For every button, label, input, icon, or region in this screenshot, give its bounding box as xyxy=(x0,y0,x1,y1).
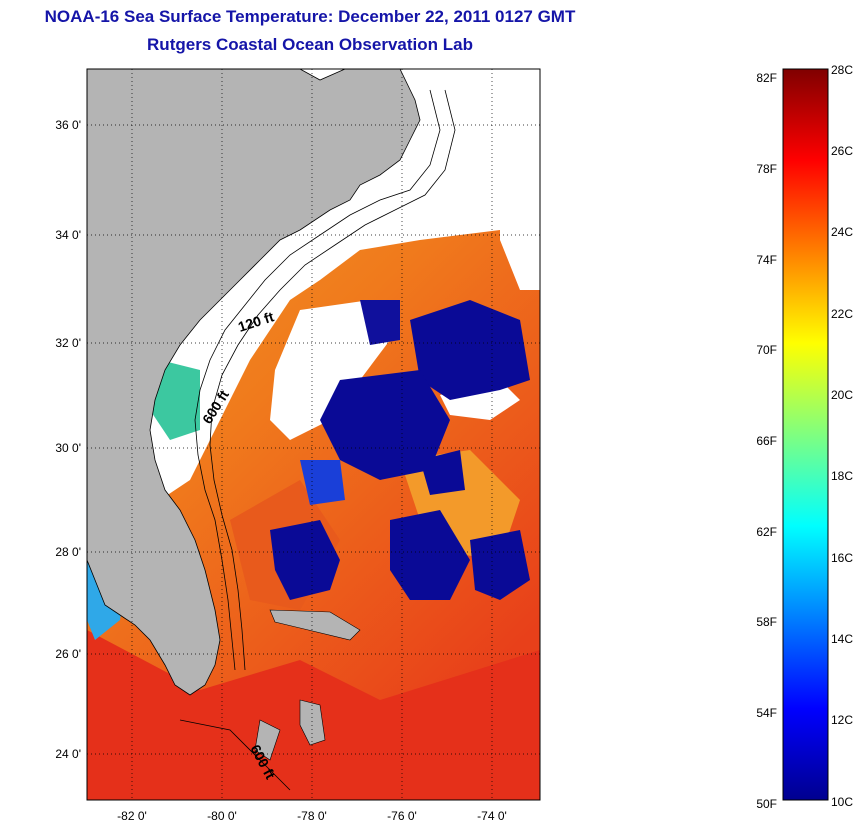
land-bahamas xyxy=(269,609,361,641)
colorbar-c-label: 20C xyxy=(831,388,853,402)
colorbar-f-label: 58F xyxy=(756,615,777,629)
colorbar-c-label: 24C xyxy=(831,225,853,239)
lat-label: 36 0' xyxy=(55,118,81,132)
cloud-area xyxy=(270,300,390,440)
colorbar-f-label: 54F xyxy=(756,706,777,720)
colorbar-c-label: 26C xyxy=(831,144,853,158)
lon-label: -78 0' xyxy=(297,809,327,823)
land-mainland xyxy=(87,69,421,696)
map-title: NOAA-16 Sea Surface Temperature: Decembe… xyxy=(44,7,576,26)
map-subtitle: Rutgers Coastal Ocean Observation Lab xyxy=(147,35,473,54)
lon-label: -80 0' xyxy=(207,809,237,823)
lat-label: 30 0' xyxy=(55,441,81,455)
contour-600ft-south xyxy=(179,719,291,791)
colorbar-c-label: 28C xyxy=(831,63,853,77)
land-cuba xyxy=(254,719,281,761)
colorbar-c-label: 14C xyxy=(831,632,853,646)
cold-patch xyxy=(410,300,530,400)
colorbar-f-label: 70F xyxy=(756,343,777,357)
colorbar-f-label: 66F xyxy=(756,434,777,448)
lat-label: 34 0' xyxy=(55,228,81,242)
lat-label: 32 0' xyxy=(55,336,81,350)
colorbar-c-label: 18C xyxy=(831,469,853,483)
cold-patch xyxy=(320,370,450,480)
lat-label: 26 0' xyxy=(55,647,81,661)
colorbar-f-label: 82F xyxy=(756,71,777,85)
colorbar-f-label: 62F xyxy=(756,525,777,539)
colorbar-c-label: 10C xyxy=(831,795,853,809)
colorbar-c-label: 12C xyxy=(831,713,853,727)
cold-patch xyxy=(270,520,340,600)
contour-120ft xyxy=(194,89,441,671)
land-bahamas xyxy=(299,699,326,746)
lon-label: -82 0' xyxy=(117,809,147,823)
cold-patch xyxy=(300,460,345,505)
lat-label: 24 0' xyxy=(55,747,81,761)
cloud-area xyxy=(500,69,540,290)
colorbar-f-label: 74F xyxy=(756,253,777,267)
lat-label: 28 0' xyxy=(55,545,81,559)
colorbar-c-label: 16C xyxy=(831,551,853,565)
cold-patch xyxy=(470,530,530,600)
contour-600ft xyxy=(209,89,456,671)
cold-patch xyxy=(390,510,470,600)
colorbar-f-label: 78F xyxy=(756,162,777,176)
colorbar-f-label: 50F xyxy=(756,797,777,811)
map-plot-area xyxy=(87,69,540,800)
cold-patch xyxy=(360,300,400,345)
map-frame xyxy=(86,68,541,801)
colorbar-c-label: 22C xyxy=(831,307,853,321)
cool-patch xyxy=(150,360,200,440)
lon-label: -74 0' xyxy=(477,809,507,823)
colorbar xyxy=(782,68,829,801)
cold-patch xyxy=(420,450,465,495)
lon-label: -76 0' xyxy=(387,809,417,823)
